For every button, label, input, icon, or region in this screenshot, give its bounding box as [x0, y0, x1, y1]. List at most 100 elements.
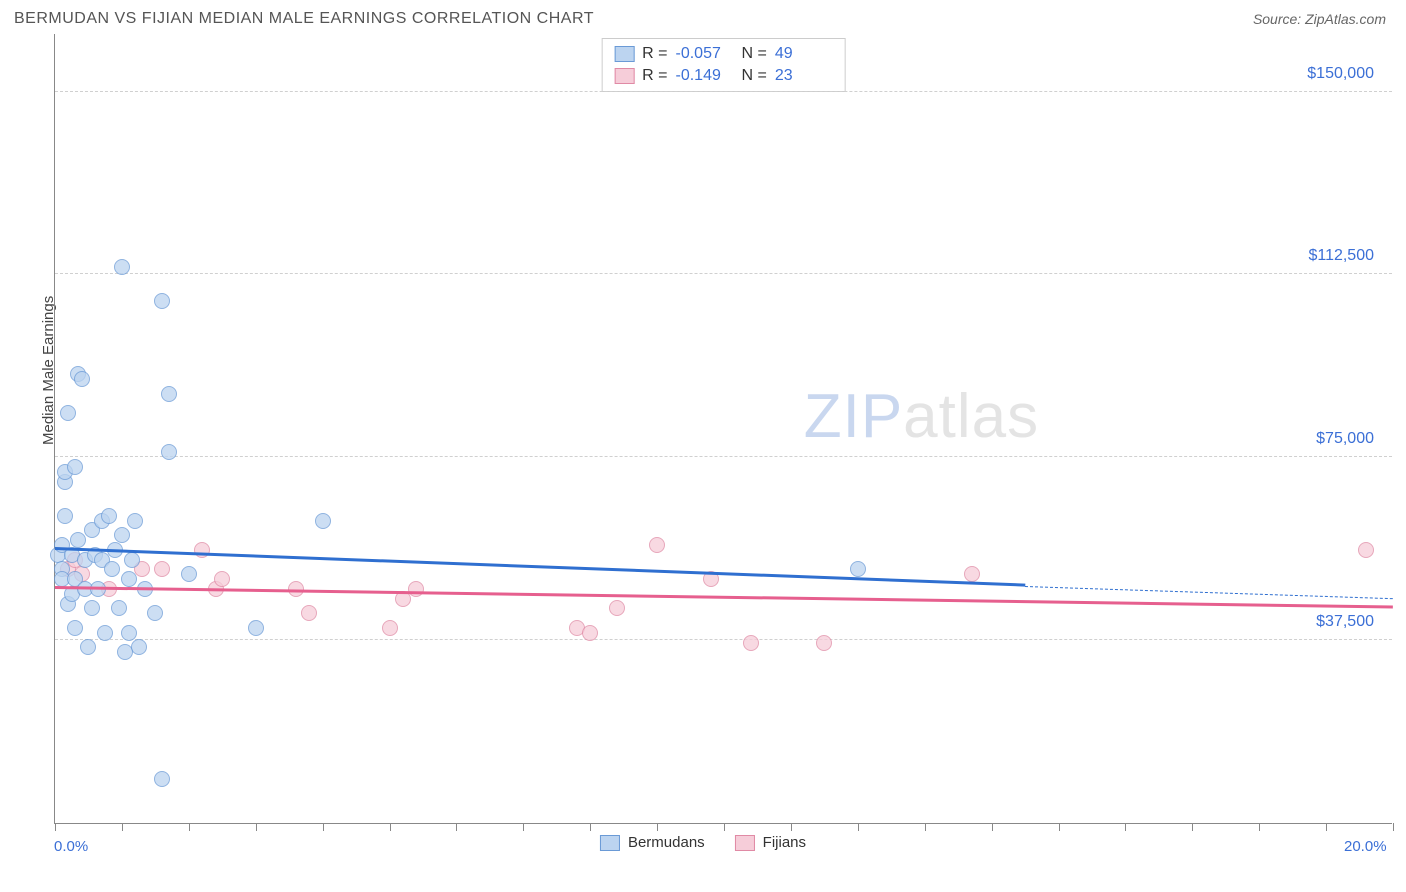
- data-point: [609, 600, 625, 616]
- data-point: [315, 513, 331, 529]
- series-legend-label: Bermudans: [628, 834, 705, 851]
- x-axis-max-label: 20.0%: [1344, 838, 1387, 855]
- data-point: [301, 605, 317, 621]
- data-point: [382, 620, 398, 636]
- r-value: -0.057: [676, 45, 734, 63]
- data-point: [816, 635, 832, 651]
- stats-legend: R = -0.057 N = 49 R = -0.149 N = 23: [601, 38, 846, 92]
- y-tick-label: $75,000: [1316, 430, 1374, 448]
- series-legend-item: Fijians: [735, 834, 806, 851]
- data-point: [74, 371, 90, 387]
- header: BERMUDAN VS FIJIAN MEDIAN MALE EARNINGS …: [0, 0, 1406, 34]
- x-tick: [1259, 823, 1260, 831]
- data-point: [127, 513, 143, 529]
- data-point: [97, 625, 113, 641]
- data-point: [649, 537, 665, 553]
- chart-container: Median Male Earnings ZIPatlas R =-0.057N…: [14, 34, 1392, 824]
- x-tick: [122, 823, 123, 831]
- x-tick: [1125, 823, 1126, 831]
- legend-swatch: [735, 835, 755, 851]
- r-value: -0.149: [676, 67, 734, 85]
- x-tick: [590, 823, 591, 831]
- data-point: [214, 571, 230, 587]
- data-point: [67, 459, 83, 475]
- x-tick: [791, 823, 792, 831]
- data-point: [124, 552, 140, 568]
- x-tick: [925, 823, 926, 831]
- data-point: [154, 293, 170, 309]
- data-point: [147, 605, 163, 621]
- data-point: [248, 620, 264, 636]
- legend-swatch: [600, 835, 620, 851]
- x-tick: [256, 823, 257, 831]
- x-tick: [1059, 823, 1060, 831]
- data-point: [154, 771, 170, 787]
- gridline: [55, 273, 1392, 274]
- x-tick: [189, 823, 190, 831]
- series-legend-item: Bermudans: [600, 834, 705, 851]
- data-point: [114, 527, 130, 543]
- n-label: N =: [742, 45, 767, 63]
- legend-swatch: [614, 46, 634, 62]
- x-tick: [523, 823, 524, 831]
- data-point: [121, 625, 137, 641]
- data-point: [121, 571, 137, 587]
- trend-line: [55, 547, 1025, 586]
- data-point: [131, 639, 147, 655]
- data-point: [181, 566, 197, 582]
- stats-legend-row: R = -0.149 N = 23: [614, 65, 833, 87]
- x-tick: [390, 823, 391, 831]
- scatter-plot: ZIPatlas R = -0.057 N = 49 R = -0.149 N = 23 $3…: [54, 34, 1392, 824]
- watermark: ZIPatlas: [804, 381, 1039, 452]
- data-point: [114, 259, 130, 275]
- watermark-atlas: atlas: [903, 382, 1039, 451]
- r-label: R =: [642, 67, 667, 85]
- data-point: [57, 508, 73, 524]
- data-point: [582, 625, 598, 641]
- data-point: [161, 386, 177, 402]
- n-value: 49: [775, 45, 833, 63]
- x-axis-min-label: 0.0%: [54, 838, 88, 855]
- y-tick-label: $150,000: [1307, 65, 1374, 83]
- x-tick: [657, 823, 658, 831]
- data-point: [161, 444, 177, 460]
- x-tick: [456, 823, 457, 831]
- x-tick: [55, 823, 56, 831]
- data-point: [408, 581, 424, 597]
- legend-swatch: [614, 68, 634, 84]
- data-point: [111, 600, 127, 616]
- x-tick: [323, 823, 324, 831]
- watermark-zip: ZIP: [804, 382, 903, 451]
- source-label: Source: ZipAtlas.com: [1253, 11, 1386, 27]
- data-point: [194, 542, 210, 558]
- gridline: [55, 91, 1392, 92]
- data-point: [743, 635, 759, 651]
- data-point: [101, 508, 117, 524]
- gridline: [55, 639, 1392, 640]
- trend-line: [1025, 586, 1393, 599]
- data-point: [104, 561, 120, 577]
- gridline: [55, 456, 1392, 457]
- n-value: 23: [775, 67, 833, 85]
- stats-legend-row: R = -0.057 N = 49: [614, 43, 833, 65]
- data-point: [67, 620, 83, 636]
- y-tick-label: $37,500: [1316, 613, 1374, 631]
- x-tick: [992, 823, 993, 831]
- trend-line: [55, 586, 1393, 608]
- x-tick: [724, 823, 725, 831]
- data-point: [60, 405, 76, 421]
- x-tick: [1393, 823, 1394, 831]
- series-legend: Bermudans Fijians: [600, 834, 806, 851]
- page-title: BERMUDAN VS FIJIAN MEDIAN MALE EARNINGS …: [14, 10, 594, 28]
- data-point: [850, 561, 866, 577]
- series-legend-label: Fijians: [763, 834, 806, 851]
- data-point: [80, 639, 96, 655]
- data-point: [1358, 542, 1374, 558]
- data-point: [84, 600, 100, 616]
- n-label: N =: [742, 67, 767, 85]
- data-point: [964, 566, 980, 582]
- x-tick: [1192, 823, 1193, 831]
- x-tick: [1326, 823, 1327, 831]
- x-tick: [858, 823, 859, 831]
- r-label: R =: [642, 45, 667, 63]
